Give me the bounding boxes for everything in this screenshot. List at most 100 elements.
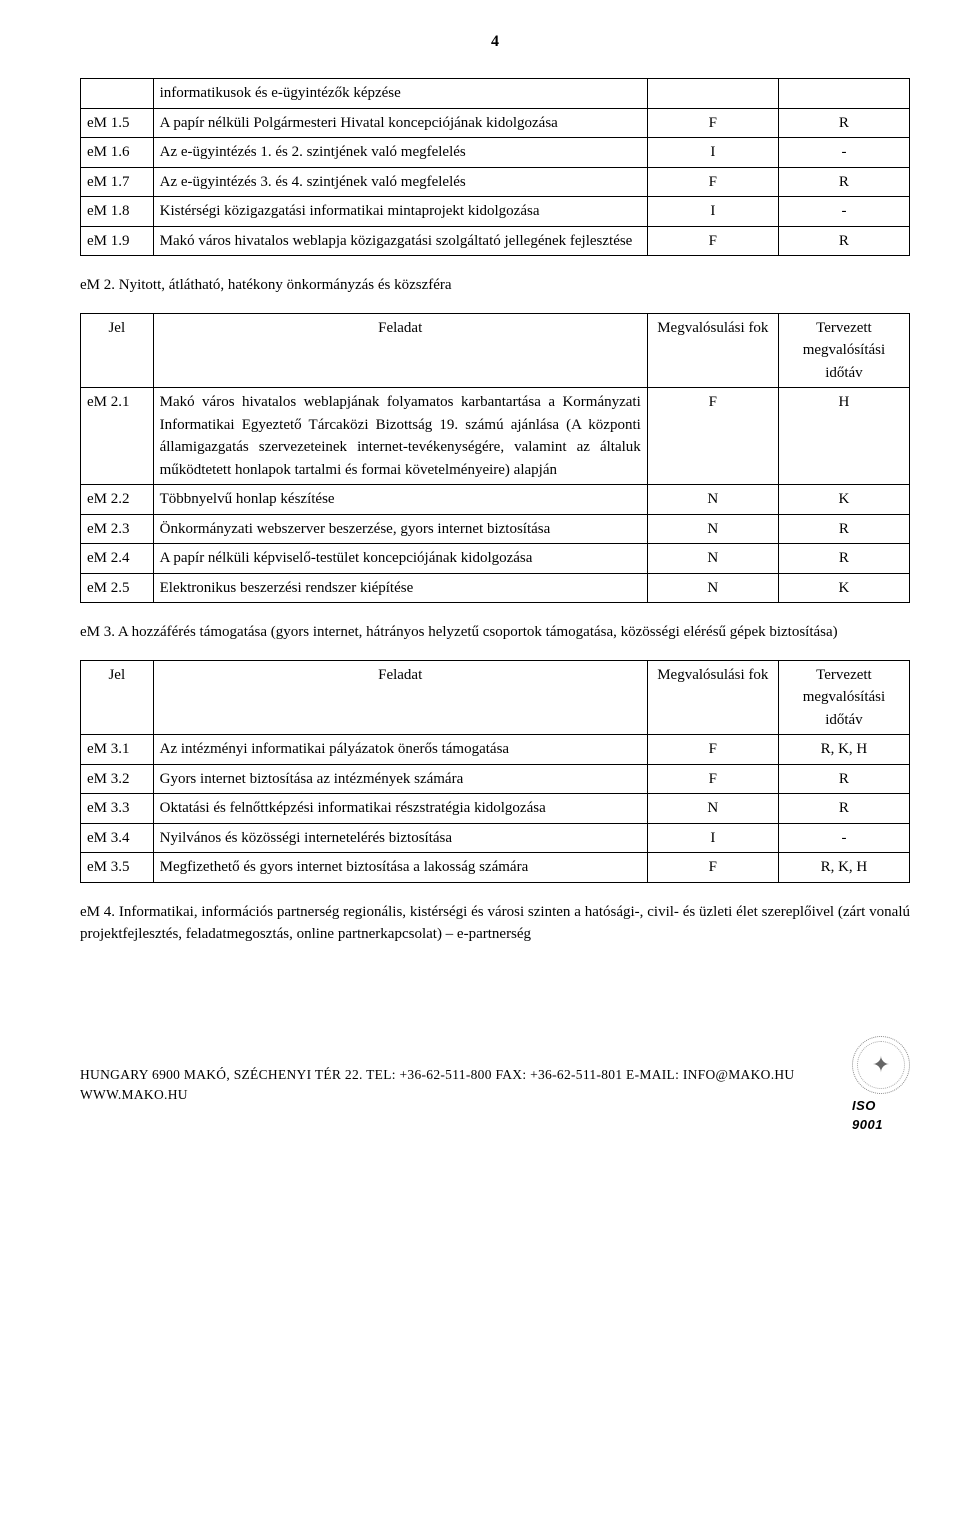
- row-id: eM 3.4: [81, 823, 154, 853]
- table-row: eM 1.6Az e-ügyintézés 1. és 2. szintjéne…: [81, 138, 910, 168]
- table-em2: JelFeladatMegvalósulási fokTervezett meg…: [80, 313, 910, 604]
- row-desc: Nyilvános és közösségi internetelérés bi…: [153, 823, 647, 853]
- section-4-title: eM 4. Informatikai, információs partners…: [80, 901, 910, 946]
- row-id: eM 3.5: [81, 853, 154, 883]
- row-col3: [647, 79, 778, 109]
- row-col3: I: [647, 138, 778, 168]
- row-id: eM 2.3: [81, 514, 154, 544]
- iso-label: ISO 9001: [852, 1096, 910, 1135]
- row-id: eM 1.5: [81, 108, 154, 138]
- row-col4: R, K, H: [778, 853, 909, 883]
- row-col3: I: [647, 197, 778, 227]
- row-desc: Makó város hivatalos weblapja közigazgat…: [153, 226, 647, 256]
- row-desc: informatikusok és e-ügyintézők képzése: [153, 79, 647, 109]
- row-desc: Gyors internet biztosítása az intézménye…: [153, 764, 647, 794]
- table-row: eM 1.7Az e-ügyintézés 3. és 4. szintjéne…: [81, 167, 910, 197]
- table-row: eM 2.4A papír nélküli képviselő-testület…: [81, 544, 910, 574]
- row-col3: F: [647, 388, 778, 485]
- table-row: eM 1.5A papír nélküli Polgármesteri Hiva…: [81, 108, 910, 138]
- row-col3: N: [647, 794, 778, 824]
- table-row: eM 3.2Gyors internet biztosítása az inté…: [81, 764, 910, 794]
- row-desc: A papír nélküli Polgármesteri Hivatal ko…: [153, 108, 647, 138]
- table-row: eM 1.8Kistérségi közigazgatási informati…: [81, 197, 910, 227]
- col-header: Megvalósulási fok: [647, 313, 778, 388]
- row-col3: N: [647, 514, 778, 544]
- col-header: Jel: [81, 660, 154, 735]
- row-col4: R: [778, 794, 909, 824]
- row-desc: Az e-ügyintézés 1. és 2. szintjének való…: [153, 138, 647, 168]
- row-col4: -: [778, 823, 909, 853]
- row-col3: F: [647, 764, 778, 794]
- row-desc: Az e-ügyintézés 3. és 4. szintjének való…: [153, 167, 647, 197]
- row-col4: K: [778, 485, 909, 515]
- row-col4: -: [778, 138, 909, 168]
- row-col3: N: [647, 573, 778, 603]
- row-id: eM 1.7: [81, 167, 154, 197]
- table-row: eM 2.3Önkormányzati webszerver beszerzés…: [81, 514, 910, 544]
- row-desc: A papír nélküli képviselő-testület konce…: [153, 544, 647, 574]
- row-desc: Elektronikus beszerzési rendszer kiépíté…: [153, 573, 647, 603]
- row-col4: R: [778, 226, 909, 256]
- table-row: eM 3.3Oktatási és felnőttképzési informa…: [81, 794, 910, 824]
- row-desc: Az intézményi informatikai pályázatok ön…: [153, 735, 647, 765]
- table-row: eM 2.2Többnyelvű honlap készítéseNK: [81, 485, 910, 515]
- section-2-title: eM 2. Nyitott, átlátható, hatékony önkor…: [80, 274, 910, 297]
- footer-text: HUNGARY 6900 MAKÓ, SZÉCHENYI TÉR 22. TEL…: [80, 1065, 852, 1106]
- table-row: eM 3.5Megfizethető és gyors internet biz…: [81, 853, 910, 883]
- row-id: eM 1.6: [81, 138, 154, 168]
- row-id: eM 2.1: [81, 388, 154, 485]
- row-col3: F: [647, 167, 778, 197]
- row-col4: R: [778, 544, 909, 574]
- row-col3: F: [647, 853, 778, 883]
- row-desc: Kistérségi közigazgatási informatikai mi…: [153, 197, 647, 227]
- iso-circle-icon: ✦: [852, 1036, 910, 1094]
- table-row: eM 2.5Elektronikus beszerzési rendszer k…: [81, 573, 910, 603]
- table-row: eM 3.1Az intézményi informatikai pályáza…: [81, 735, 910, 765]
- row-desc: Makó város hivatalos weblapjának folyama…: [153, 388, 647, 485]
- col-header: Feladat: [153, 313, 647, 388]
- row-id: [81, 79, 154, 109]
- row-col3: F: [647, 108, 778, 138]
- row-col3: F: [647, 226, 778, 256]
- col-header: Tervezett megvalósítási időtáv: [778, 660, 909, 735]
- iso-badge: ✦ ISO 9001: [852, 1036, 910, 1135]
- table-header-row: JelFeladatMegvalósulási fokTervezett meg…: [81, 660, 910, 735]
- row-col4: R: [778, 514, 909, 544]
- row-desc: Többnyelvű honlap készítése: [153, 485, 647, 515]
- row-col3: N: [647, 544, 778, 574]
- table-header-row: JelFeladatMegvalósulási fokTervezett meg…: [81, 313, 910, 388]
- row-col4: R: [778, 167, 909, 197]
- col-header: Megvalósulási fok: [647, 660, 778, 735]
- row-desc: Önkormányzati webszerver beszerzése, gyo…: [153, 514, 647, 544]
- table-row: eM 3.4Nyilvános és közösségi internetelé…: [81, 823, 910, 853]
- row-desc: Oktatási és felnőttképzési informatikai …: [153, 794, 647, 824]
- row-col4: [778, 79, 909, 109]
- page-number: 4: [80, 30, 910, 54]
- col-header: Feladat: [153, 660, 647, 735]
- table-em1: informatikusok és e-ügyintézők képzéseeM…: [80, 78, 910, 256]
- table-row: eM 2.1Makó város hivatalos weblapjának f…: [81, 388, 910, 485]
- row-col3: N: [647, 485, 778, 515]
- row-id: eM 2.2: [81, 485, 154, 515]
- page-footer: HUNGARY 6900 MAKÓ, SZÉCHENYI TÉR 22. TEL…: [80, 1036, 910, 1135]
- table-row: eM 1.9Makó város hivatalos weblapja közi…: [81, 226, 910, 256]
- row-col4: H: [778, 388, 909, 485]
- col-header: Tervezett megvalósítási időtáv: [778, 313, 909, 388]
- row-id: eM 1.8: [81, 197, 154, 227]
- row-col4: K: [778, 573, 909, 603]
- row-id: eM 3.3: [81, 794, 154, 824]
- col-header: Jel: [81, 313, 154, 388]
- table-row: informatikusok és e-ügyintézők képzése: [81, 79, 910, 109]
- row-desc: Megfizethető és gyors internet biztosítá…: [153, 853, 647, 883]
- star-icon: ✦: [872, 1048, 890, 1081]
- row-col4: R, K, H: [778, 735, 909, 765]
- table-em3: JelFeladatMegvalósulási fokTervezett meg…: [80, 660, 910, 883]
- row-col3: I: [647, 823, 778, 853]
- row-id: eM 2.5: [81, 573, 154, 603]
- row-id: eM 2.4: [81, 544, 154, 574]
- row-id: eM 1.9: [81, 226, 154, 256]
- section-3-title: eM 3. A hozzáférés támogatása (gyors int…: [80, 621, 910, 644]
- row-col4: R: [778, 764, 909, 794]
- row-col4: R: [778, 108, 909, 138]
- row-col4: -: [778, 197, 909, 227]
